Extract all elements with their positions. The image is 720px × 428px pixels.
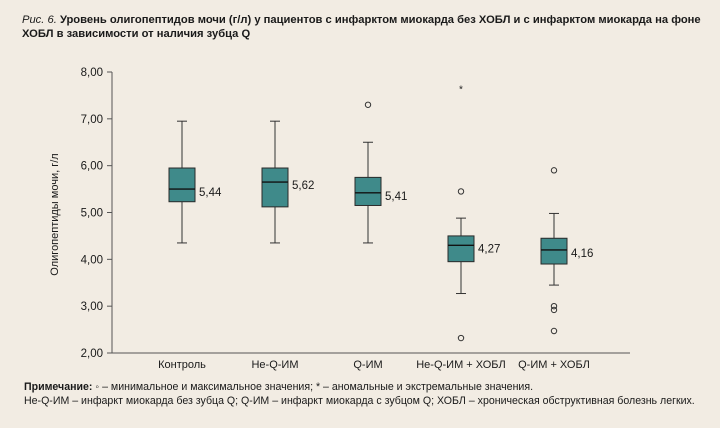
category-label: Не-Q-ИМ + ХОБЛ	[416, 359, 506, 371]
y-tick-label: 4,00	[81, 254, 103, 266]
category-label: Контроль	[158, 359, 206, 371]
box-iqr	[261, 167, 289, 208]
y-tick-label: 2,00	[81, 348, 103, 360]
median-label: 5,62	[292, 180, 314, 192]
y-tick-label: 6,00	[81, 161, 103, 173]
note-line1-text: ◦ – минимальное и максимальное значения;…	[92, 381, 534, 393]
median-label: 4,27	[478, 243, 500, 255]
y-tick-label: 7,00	[81, 114, 103, 126]
note-label: Примечание:	[24, 381, 93, 393]
outlier-circle	[364, 101, 372, 108]
outlier-circle	[550, 167, 558, 174]
category-label: Q-ИМ + ХОБЛ	[518, 359, 590, 371]
outlier-circle	[457, 188, 465, 195]
median-label: 5,41	[385, 191, 407, 203]
y-tick-label: 5,00	[81, 208, 103, 220]
outlier-circle	[550, 327, 558, 335]
category-label: Не-Q-ИМ	[251, 359, 298, 371]
box-iqr	[354, 176, 382, 206]
outlier-circle	[550, 306, 558, 314]
outlier-circle	[550, 302, 558, 310]
figure-note: Примечание: ◦ – минимальное и максимальн…	[24, 380, 714, 408]
outlier-circle	[457, 334, 465, 342]
box-iqr	[168, 167, 196, 203]
y-axis-label: Олигопептиды мочи, г/л	[49, 153, 61, 275]
note-line-1: Примечание: ◦ – минимальное и максимальн…	[24, 380, 714, 394]
box-iqr	[540, 237, 568, 265]
median-label: 5,44	[199, 187, 222, 199]
caption-prefix: Рис. 6.	[22, 14, 57, 26]
category-label: Q-ИМ	[353, 359, 382, 371]
y-tick-label: 8,00	[81, 67, 103, 79]
caption-text: Уровень олигопептидов мочи (г/л) у пацие…	[22, 14, 701, 40]
median-label: 4,16	[571, 248, 593, 260]
box-iqr	[447, 235, 475, 263]
y-tick-label: 3,00	[81, 301, 103, 313]
figure-caption: Рис. 6. Уровень олигопептидов мочи (г/л)…	[22, 13, 712, 41]
note-line-2: Не-Q-ИМ – инфаркт миокарда без зубца Q; …	[24, 395, 695, 407]
outlier-star: *	[459, 84, 463, 95]
